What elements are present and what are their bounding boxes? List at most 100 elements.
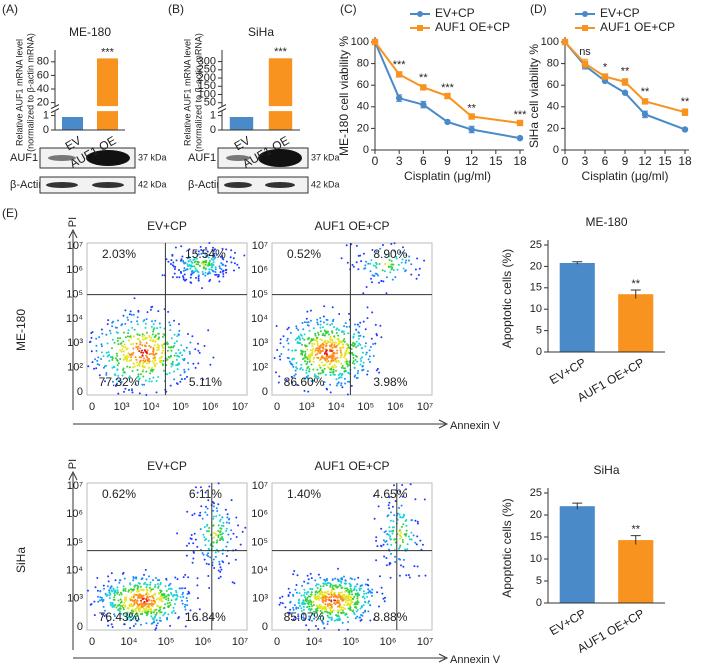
dot <box>181 258 183 260</box>
significance: ** <box>641 86 650 98</box>
dot <box>143 601 145 603</box>
dot <box>197 263 199 265</box>
dot <box>110 587 112 589</box>
dot <box>311 345 313 347</box>
dot <box>182 596 184 598</box>
dot <box>355 607 357 609</box>
dot <box>218 482 220 484</box>
dot <box>342 609 344 611</box>
dot <box>276 325 278 327</box>
dot <box>295 339 297 341</box>
dot <box>115 607 117 609</box>
dot <box>131 314 133 316</box>
dot <box>354 376 356 378</box>
dot <box>153 329 155 331</box>
dot <box>161 344 163 346</box>
dot <box>375 536 377 538</box>
dot <box>167 606 169 608</box>
dot <box>136 607 138 609</box>
dot <box>363 593 365 595</box>
dot <box>369 355 371 357</box>
y-axis-title: Relative AUF1 mRNA level <box>182 39 192 146</box>
dot <box>296 584 298 586</box>
dot <box>178 330 180 332</box>
dot <box>142 370 144 372</box>
dot <box>356 341 358 343</box>
dot <box>339 347 341 349</box>
dot <box>359 335 361 337</box>
dot <box>414 542 416 544</box>
dot <box>137 588 139 590</box>
dot <box>135 599 137 601</box>
dot <box>156 612 158 614</box>
dot <box>173 266 175 268</box>
panel-label: (E) <box>2 206 18 220</box>
y-tick-label: 10⁶ <box>66 508 83 520</box>
dot <box>296 362 298 364</box>
dot <box>120 598 122 600</box>
dot <box>234 262 236 264</box>
dot <box>302 322 304 324</box>
dot <box>187 576 189 578</box>
dot <box>226 528 228 530</box>
dot <box>417 566 419 568</box>
dot <box>152 369 154 371</box>
dot <box>152 340 154 342</box>
dot <box>338 579 340 581</box>
dot <box>328 357 330 359</box>
dot <box>191 514 193 516</box>
dot <box>95 345 97 347</box>
dot <box>205 272 207 274</box>
dot <box>130 359 132 361</box>
significance: ** <box>681 96 690 108</box>
dot <box>363 336 365 338</box>
legend-label: EV+CP <box>435 6 475 20</box>
dot <box>279 597 281 599</box>
dot <box>155 627 157 629</box>
dot <box>347 589 349 591</box>
dot <box>180 272 182 274</box>
dot <box>131 596 133 598</box>
y-tick-label: 1 <box>210 109 216 121</box>
dot <box>319 350 321 352</box>
dot <box>157 310 159 312</box>
dot <box>152 331 154 333</box>
dot <box>174 273 176 275</box>
dot <box>124 323 126 325</box>
dot <box>375 559 377 561</box>
y-tick-label: 10⁶ <box>251 508 268 520</box>
axis-title: Annexin V <box>450 420 501 432</box>
x-tick-label: 10⁵ <box>343 636 360 648</box>
dot <box>232 581 234 583</box>
dot <box>112 339 114 341</box>
dot <box>146 318 148 320</box>
dot <box>326 354 328 356</box>
dot <box>347 332 349 334</box>
dot <box>207 329 209 331</box>
dot <box>219 563 221 565</box>
dot <box>136 343 138 345</box>
dot <box>188 542 190 544</box>
dot <box>199 352 201 354</box>
y-tick-label: 10⁶ <box>251 264 268 276</box>
dot <box>329 603 331 605</box>
dot <box>295 370 297 372</box>
dot <box>309 330 311 332</box>
dot <box>107 625 109 627</box>
dot <box>154 358 156 360</box>
dot <box>388 526 390 528</box>
dot <box>176 359 178 361</box>
dot <box>367 306 369 308</box>
dot <box>91 337 93 339</box>
dot <box>157 344 159 346</box>
dot <box>337 335 339 337</box>
dot <box>390 511 392 513</box>
significance: ** <box>621 66 630 78</box>
dot <box>325 583 327 585</box>
dot <box>363 253 365 255</box>
dot <box>116 353 118 355</box>
dot <box>325 609 327 611</box>
dot <box>311 364 313 366</box>
dot <box>398 548 400 550</box>
